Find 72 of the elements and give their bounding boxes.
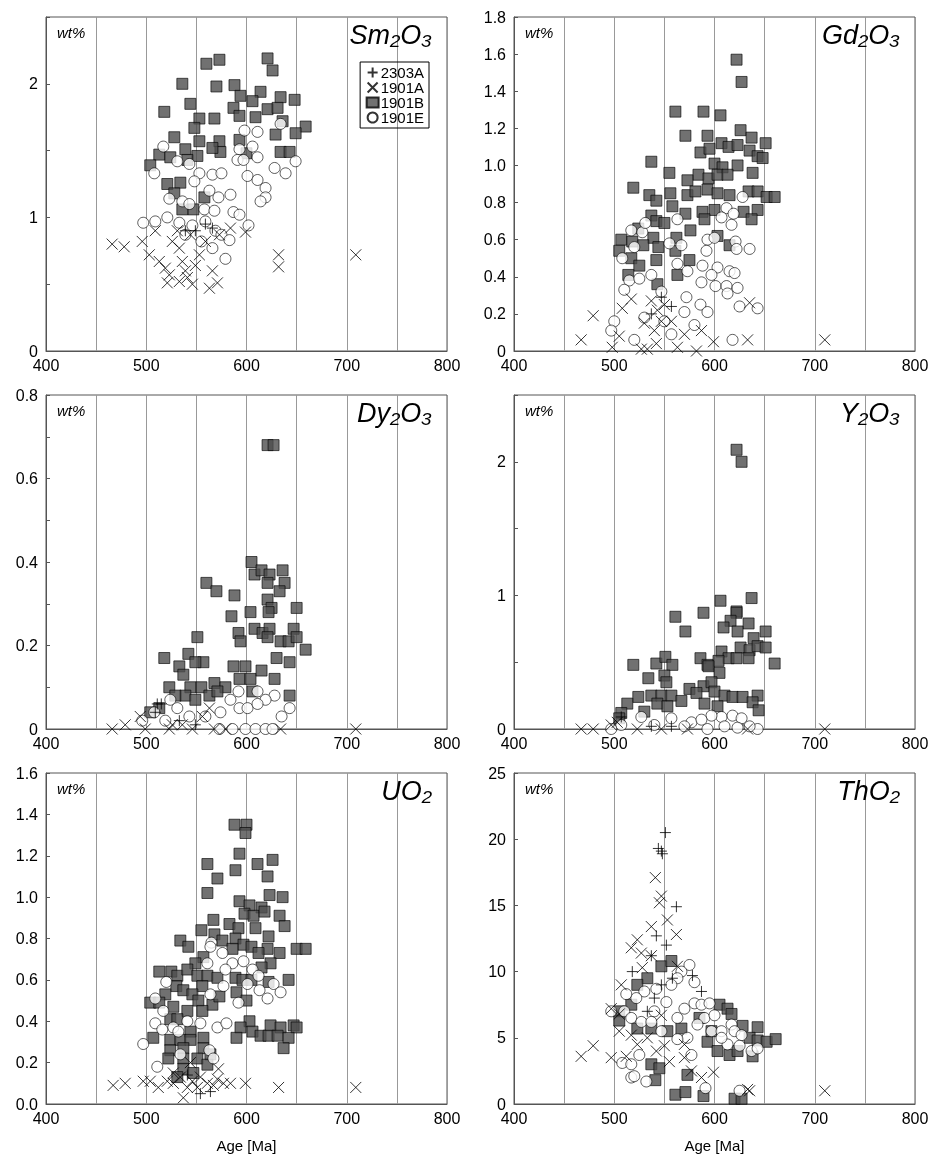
x-tick-label: 600 bbox=[233, 1109, 260, 1127]
y-tick-label: 1 bbox=[29, 208, 39, 226]
y-tick-label: 1.0 bbox=[15, 888, 39, 906]
x-tick-label: 500 bbox=[132, 356, 160, 374]
x-tick-label: 700 bbox=[333, 356, 361, 374]
y-axis-title: wt% bbox=[525, 24, 554, 41]
y-axis-title: wt% bbox=[525, 402, 554, 419]
y-tick-label: 0.8 bbox=[15, 386, 39, 404]
chart-title: Gd₂O₃ bbox=[821, 19, 901, 50]
x-axis-title: Age [Ma] bbox=[684, 1137, 745, 1154]
x-tick-label: 600 bbox=[701, 356, 728, 374]
y-tick-label: 0.8 bbox=[483, 194, 507, 212]
legend-label: 1901A bbox=[380, 79, 424, 96]
y-tick-label: 0.6 bbox=[483, 231, 507, 249]
y-axis-title: wt% bbox=[57, 780, 86, 797]
chart-title: ThO₂ bbox=[837, 775, 901, 806]
x-axis-title: Age [Ma] bbox=[216, 1137, 277, 1154]
x-tick-label: 700 bbox=[801, 356, 829, 374]
y-tick-label: 1.2 bbox=[483, 119, 507, 137]
y-tick-label: 2 bbox=[497, 453, 507, 471]
y-axis-title: wt% bbox=[57, 24, 86, 41]
y-tick-label: 1.8 bbox=[483, 8, 507, 26]
y-tick-label: 0.4 bbox=[15, 1012, 39, 1030]
y-tick-label: 0.6 bbox=[15, 470, 39, 487]
x-tick-label: 600 bbox=[701, 1109, 728, 1127]
y-tick-label: 1.0 bbox=[483, 156, 507, 174]
y-tick-label: 15 bbox=[488, 896, 507, 914]
x-tick-label: 800 bbox=[901, 1109, 929, 1127]
y-tick-label: 0.8 bbox=[15, 930, 39, 947]
y-tick-label: 0.2 bbox=[15, 637, 39, 654]
y-tick-label: 0.2 bbox=[483, 305, 507, 323]
x-tick-label: 800 bbox=[433, 356, 461, 374]
legend-label: 1901B bbox=[380, 94, 424, 111]
x-tick-label: 500 bbox=[600, 1109, 628, 1127]
y-tick-label: 25 bbox=[488, 764, 507, 782]
y-tick-label: 0.4 bbox=[15, 553, 39, 571]
y-tick-label: 10 bbox=[488, 963, 507, 981]
x-tick-label: 700 bbox=[333, 734, 361, 752]
x-tick-label: 700 bbox=[801, 734, 829, 752]
y-tick-label: 1.6 bbox=[483, 45, 507, 63]
x-tick-label: 800 bbox=[901, 734, 929, 752]
y-tick-label: 1.2 bbox=[15, 847, 39, 865]
chart-title: Y₂O₃ bbox=[839, 397, 901, 428]
y-tick-label: 1 bbox=[497, 586, 507, 604]
x-tick-label: 500 bbox=[600, 356, 628, 374]
chart-title: Dy₂O₃ bbox=[357, 397, 433, 428]
y-tick-label: 0.2 bbox=[15, 1054, 39, 1072]
x-tick-label: 500 bbox=[132, 1109, 160, 1127]
y-tick-label: 1.6 bbox=[15, 764, 39, 782]
x-tick-label: 500 bbox=[600, 734, 628, 752]
y-axis-title: wt% bbox=[57, 402, 86, 419]
x-tick-label: 800 bbox=[433, 734, 461, 752]
legend-label: 2303A bbox=[380, 64, 424, 81]
chart-title: UO₂ bbox=[381, 775, 433, 806]
y-tick-label: 20 bbox=[488, 830, 507, 848]
x-tick-label: 800 bbox=[901, 356, 929, 374]
x-tick-label: 500 bbox=[132, 734, 160, 752]
x-tick-label: 600 bbox=[233, 734, 260, 752]
x-tick-label: 600 bbox=[233, 356, 260, 374]
x-tick-label: 700 bbox=[333, 1109, 361, 1127]
x-tick-label: 800 bbox=[433, 1109, 461, 1127]
x-tick-label: 600 bbox=[701, 734, 728, 752]
y-tick-label: 2 bbox=[29, 75, 39, 93]
y-tick-label: 1.4 bbox=[15, 805, 39, 823]
y-tick-label: 1.4 bbox=[483, 82, 507, 100]
chart-title: Sm₂O₃ bbox=[349, 19, 433, 50]
legend-label: 1901E bbox=[380, 109, 424, 126]
y-axis-title: wt% bbox=[525, 780, 554, 797]
x-tick-label: 700 bbox=[801, 1109, 829, 1127]
y-tick-label: 5 bbox=[497, 1029, 507, 1047]
y-tick-label: 0.4 bbox=[483, 268, 507, 286]
y-tick-label: 0.6 bbox=[15, 971, 39, 989]
